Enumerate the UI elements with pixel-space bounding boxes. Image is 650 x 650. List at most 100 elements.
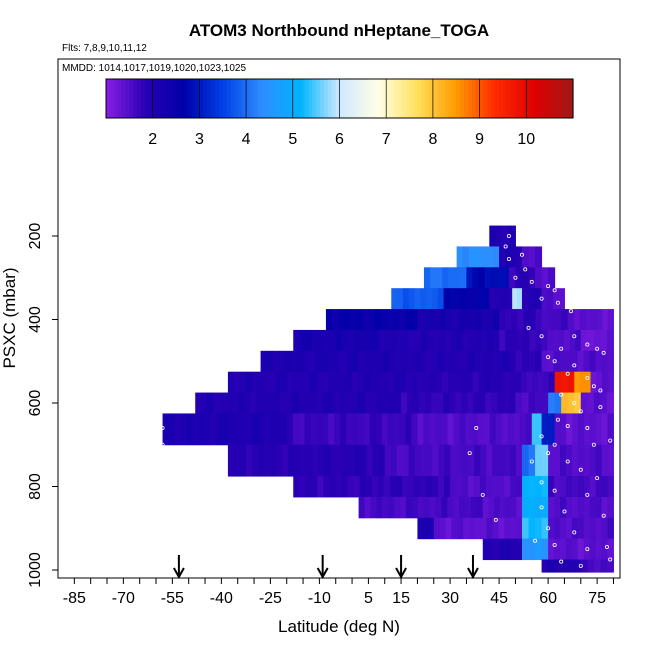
heatmap-cell [245, 371, 253, 394]
colorbar-swatch [144, 79, 150, 118]
heatmap-cell [595, 476, 603, 498]
heatmap-cell [474, 246, 482, 268]
heatmap-cell [312, 444, 319, 477]
heatmap-cell [521, 517, 530, 540]
heatmap-cell [483, 288, 490, 310]
data-point [467, 451, 472, 456]
heatmap-cell [401, 476, 409, 498]
heatmap-cell [390, 329, 398, 352]
heatmap-cell [532, 371, 539, 394]
heatmap-cell [408, 329, 416, 352]
heatmap-cell [438, 476, 445, 498]
heatmap-cell [478, 371, 486, 394]
heatmap-cell [318, 444, 325, 477]
colorbar-swatch [405, 79, 411, 118]
heatmap-cell [358, 392, 366, 414]
heatmap-cell [606, 559, 614, 573]
heatmap-cell [515, 392, 523, 414]
heatmap-cell [435, 371, 443, 394]
heatmap-cell [303, 350, 310, 373]
heatmap-cell [414, 444, 422, 477]
colorbar-swatch [191, 79, 197, 118]
heatmap-cell [243, 392, 251, 414]
heatmap-cell [469, 309, 477, 331]
data-point [526, 325, 531, 330]
heatmap-cell [299, 329, 306, 352]
heatmap-cell [352, 413, 359, 446]
heatmap-cell [468, 246, 476, 268]
heatmap-cell [396, 444, 404, 477]
heatmap-cell [458, 309, 465, 331]
heatmap-cell [342, 444, 350, 477]
heatmap-cell [515, 476, 523, 498]
heatmap-cell [450, 329, 458, 352]
data-point [503, 244, 508, 249]
heatmap-cell [419, 350, 426, 373]
heatmap-cell [438, 329, 446, 352]
heatmap-cell [476, 496, 484, 519]
heatmap-cell [449, 350, 456, 373]
heatmap-cell [454, 267, 461, 289]
heatmap-cell [492, 517, 499, 540]
heatmap-cell [388, 496, 395, 519]
heatmap-cell [569, 329, 576, 352]
heatmap-cell [561, 309, 569, 331]
heatmap-cell [516, 246, 523, 268]
heatmap-cell [475, 309, 483, 331]
colorbar-tick-label: 9 [475, 131, 484, 148]
heatmap-cell [508, 267, 516, 289]
heatmap-cell [536, 413, 543, 446]
heatmap-cell [420, 288, 427, 310]
colorbar-swatch [565, 79, 570, 118]
heatmap-cell [462, 444, 469, 477]
colorbar-tick-label: 5 [288, 131, 297, 148]
data-point [562, 509, 567, 514]
heatmap-cell [574, 371, 581, 394]
data-point [565, 459, 570, 464]
heatmap-cell [548, 309, 556, 331]
y-axis-label: PSXC (mbar) [0, 267, 19, 368]
heatmap-cell [535, 496, 543, 519]
heatmap-cell [589, 538, 597, 561]
heatmap-cell [502, 225, 510, 247]
heatmap-cell [203, 413, 211, 446]
heatmap-cell [528, 392, 536, 414]
colorbar-swatch [129, 79, 134, 118]
heatmap-cell [213, 392, 220, 414]
heatmap-cell [455, 392, 462, 414]
heatmap-cell [607, 371, 614, 394]
heatmap-cell [393, 413, 401, 446]
heatmap-cell [395, 392, 402, 414]
heatmap-cell [497, 392, 504, 414]
colorbar-swatch [257, 79, 263, 118]
heatmap-cell [577, 476, 585, 498]
heatmap-cell [310, 392, 317, 414]
heatmap-cell [486, 517, 494, 540]
heatmap-cell [601, 476, 609, 498]
heatmap-cell [344, 309, 351, 331]
heatmap-cell [402, 444, 410, 477]
heatmap-cell [287, 371, 294, 394]
heatmap-cell [363, 413, 371, 446]
heatmap-cell [585, 309, 592, 331]
heatmap-cell [310, 371, 318, 394]
heatmap-cell [428, 517, 435, 540]
heatmap-cell [198, 413, 205, 446]
heatmap-cell [417, 309, 424, 331]
heatmap-cell [535, 538, 543, 561]
heatmap-cell [595, 444, 603, 477]
heatmap-cell [215, 413, 223, 446]
heatmap-cell [443, 350, 450, 373]
data-point [513, 275, 518, 280]
heatmap-cell [298, 371, 306, 394]
colorbar-swatch [226, 79, 232, 118]
heatmap-cell [329, 476, 336, 498]
heatmap-cell [342, 329, 349, 352]
heatmap-cell [429, 496, 436, 519]
heatmap-cell [423, 413, 430, 446]
heatmap-cell [519, 413, 527, 446]
heatmap-cell [433, 517, 441, 540]
colorbar-swatch [541, 79, 547, 118]
heatmap-cell [376, 392, 384, 414]
heatmap-cell [495, 225, 503, 247]
